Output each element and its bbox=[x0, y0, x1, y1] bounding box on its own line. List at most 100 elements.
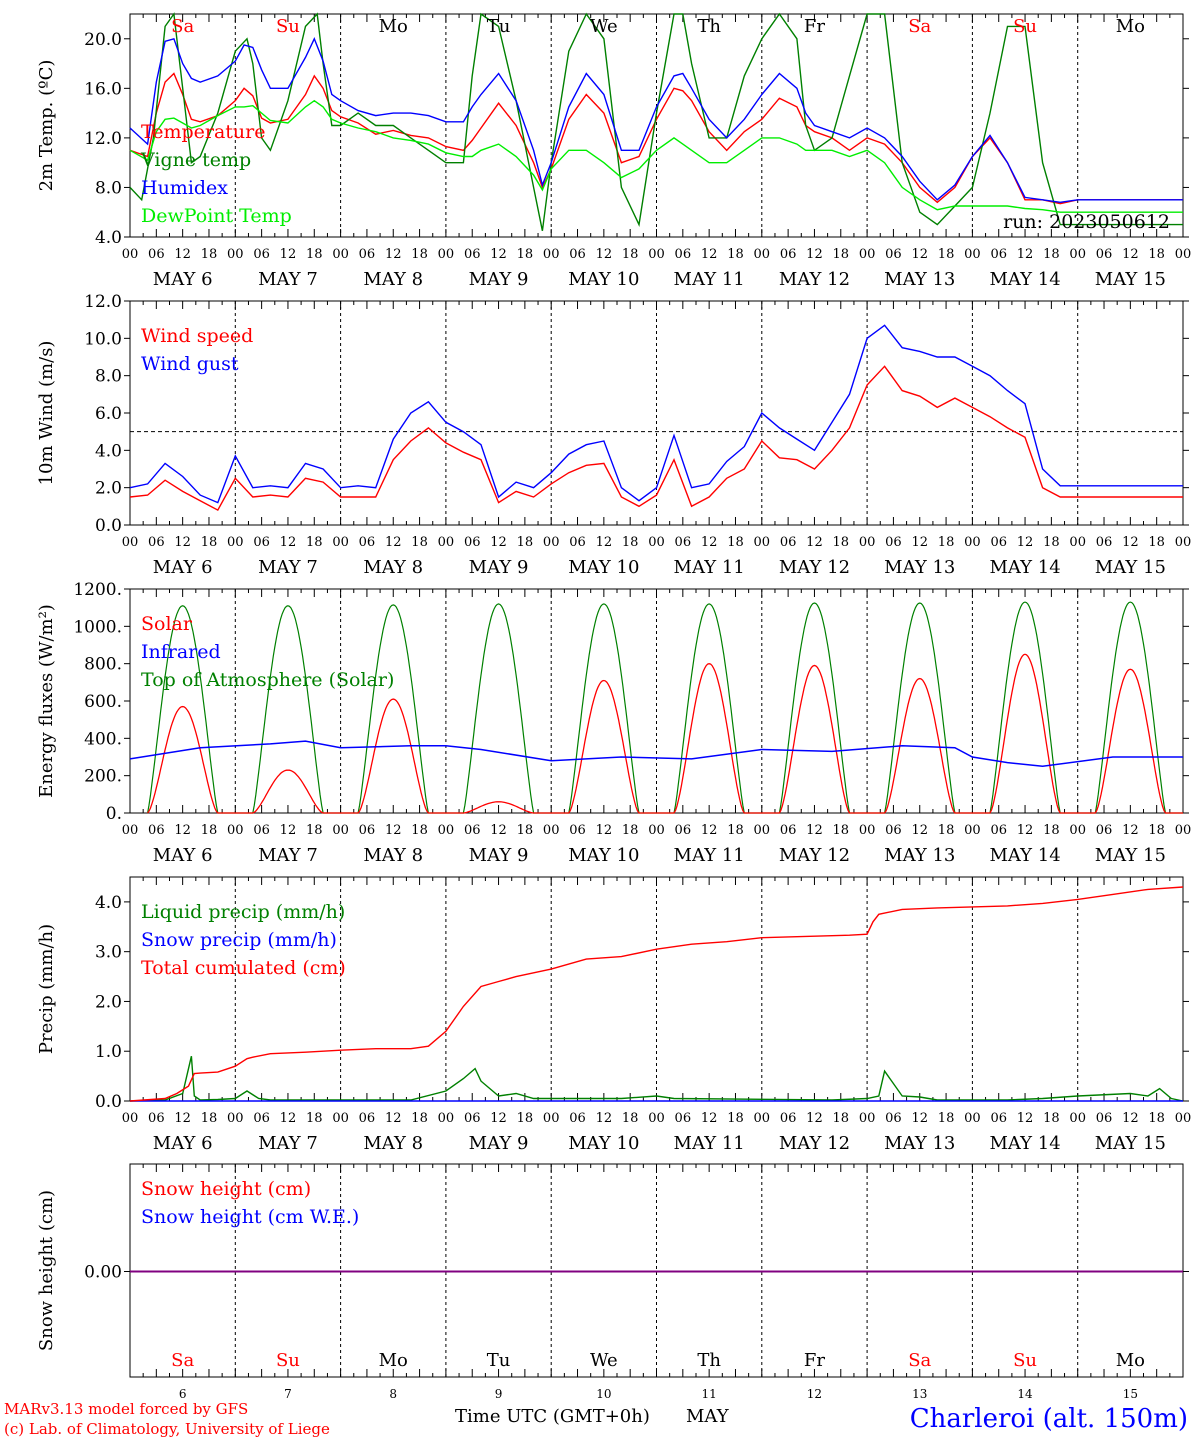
legend-entry: Humidex bbox=[141, 177, 228, 199]
hour-tick-label: 06 bbox=[780, 535, 797, 550]
series-line bbox=[129, 1056, 1184, 1102]
hour-tick-label: 00 bbox=[648, 247, 665, 262]
hour-tick-label: 06 bbox=[148, 247, 165, 262]
date-label: MAY 8 bbox=[363, 269, 423, 290]
hour-tick-label: 18 bbox=[938, 1111, 955, 1126]
hour-tick-label: 12 bbox=[174, 823, 191, 838]
day-label: Mo bbox=[1116, 1350, 1145, 1371]
day-number: 14 bbox=[1017, 1387, 1033, 1401]
day-label: Su bbox=[276, 16, 300, 37]
hour-tick-label: 00 bbox=[438, 1111, 455, 1126]
legend-entry: Snow height (cm W.E.) bbox=[141, 1206, 359, 1228]
hour-tick-label: 18 bbox=[833, 823, 850, 838]
hour-tick-label: 06 bbox=[148, 535, 165, 550]
hour-tick-label: 12 bbox=[490, 823, 507, 838]
hour-tick-label: 00 bbox=[648, 1111, 665, 1126]
hour-tick-label: 06 bbox=[464, 1111, 481, 1126]
hour-tick-label: 12 bbox=[701, 247, 718, 262]
hour-tick-label: 06 bbox=[1096, 1111, 1113, 1126]
date-label: MAY 11 bbox=[674, 845, 745, 866]
y-tick-label: 2.0 bbox=[95, 479, 122, 499]
hour-tick-label: 06 bbox=[990, 1111, 1007, 1126]
hour-tick-label: 12 bbox=[1122, 823, 1139, 838]
hour-tick-label: 06 bbox=[359, 1111, 376, 1126]
hour-tick-label: 06 bbox=[780, 823, 797, 838]
hour-tick-label: 00 bbox=[122, 823, 139, 838]
hour-tick-label: 06 bbox=[675, 247, 692, 262]
hour-tick-label: 12 bbox=[806, 1111, 823, 1126]
hour-tick-label: 00 bbox=[332, 1111, 349, 1126]
hour-tick-label: 18 bbox=[1043, 1111, 1060, 1126]
hour-tick-label: 18 bbox=[517, 535, 534, 550]
y-axis-label: Precip (mm/h) bbox=[36, 924, 57, 1054]
hour-tick-label: 12 bbox=[280, 823, 297, 838]
hour-tick-label: 18 bbox=[306, 247, 323, 262]
panel-snow: 0.00 Snow height (cm) Snow height (cm) Snow… bbox=[36, 1163, 1189, 1401]
hour-tick-label: 00 bbox=[964, 823, 981, 838]
date-label: MAY 10 bbox=[568, 1133, 639, 1154]
day-label: Tu bbox=[487, 16, 511, 37]
series-line bbox=[129, 12, 1183, 231]
hour-tick-label: 12 bbox=[911, 823, 928, 838]
hour-tick-label: 12 bbox=[280, 247, 297, 262]
legend-entry: Top of Atmosphere (Solar) bbox=[141, 669, 394, 691]
date-label: MAY 10 bbox=[568, 557, 639, 578]
hour-tick-label: 18 bbox=[1043, 823, 1060, 838]
hour-tick-label: 00 bbox=[543, 1111, 560, 1126]
y-tick-label: 0.0 bbox=[95, 1092, 122, 1112]
hour-tick-label: 18 bbox=[938, 535, 955, 550]
hour-tick-label: 18 bbox=[517, 1111, 534, 1126]
hour-tick-label: 12 bbox=[1122, 247, 1139, 262]
hour-tick-label: 06 bbox=[253, 1111, 270, 1126]
hour-tick-label: 00 bbox=[227, 1111, 244, 1126]
y-tick-label: 4.0 bbox=[95, 228, 122, 248]
hour-tick-label: 06 bbox=[1096, 823, 1113, 838]
hour-tick-label: 00 bbox=[1069, 823, 1086, 838]
hour-tick-label: 06 bbox=[359, 535, 376, 550]
hour-tick-label: 00 bbox=[122, 1111, 139, 1126]
hour-tick-label: 00 bbox=[122, 247, 139, 262]
hour-tick-label: 06 bbox=[464, 535, 481, 550]
y-tick-label: 400. bbox=[84, 729, 122, 749]
hour-tick-label: 00 bbox=[227, 535, 244, 550]
date-label: MAY 15 bbox=[1095, 557, 1166, 578]
hour-tick-label: 12 bbox=[1122, 535, 1139, 550]
hour-tick-label: 12 bbox=[596, 1111, 613, 1126]
hour-tick-label: 12 bbox=[1017, 247, 1034, 262]
panel-frame bbox=[129, 588, 1184, 814]
date-label: MAY 13 bbox=[884, 845, 955, 866]
hour-tick-label: 12 bbox=[701, 823, 718, 838]
hour-tick-label: 12 bbox=[174, 535, 191, 550]
legend-entry: Temperature bbox=[141, 121, 265, 143]
y-tick-label: 8.0 bbox=[95, 367, 122, 387]
date-label: MAY 9 bbox=[469, 1133, 529, 1154]
hour-tick-label: 00 bbox=[859, 535, 876, 550]
hour-tick-label: 18 bbox=[201, 823, 218, 838]
hour-tick-label: 00 bbox=[122, 535, 139, 550]
day-number: 15 bbox=[1123, 1387, 1138, 1401]
day-label: Th bbox=[697, 1350, 721, 1371]
day-label: Sa bbox=[908, 1350, 931, 1371]
hour-tick-label: 06 bbox=[780, 1111, 797, 1126]
hour-tick-label: 06 bbox=[148, 823, 165, 838]
y-tick-label: 0.00 bbox=[84, 1263, 122, 1283]
hour-tick-label: 12 bbox=[490, 535, 507, 550]
series-line bbox=[129, 365, 1183, 512]
hour-tick-label: 00 bbox=[543, 247, 560, 262]
day-label: Sa bbox=[171, 1350, 194, 1371]
hour-tick-label: 06 bbox=[253, 247, 270, 262]
run-label: run: 2023050612 bbox=[1003, 211, 1170, 233]
date-label: MAY 7 bbox=[258, 557, 318, 578]
hour-tick-label: 12 bbox=[385, 247, 402, 262]
hour-tick-label: 12 bbox=[280, 1111, 297, 1126]
hour-tick-label: 18 bbox=[727, 823, 744, 838]
day-label: Th bbox=[697, 16, 721, 37]
hour-tick-label: 06 bbox=[885, 535, 902, 550]
hour-tick-label: 12 bbox=[596, 535, 613, 550]
day-label: Mo bbox=[379, 16, 408, 37]
y-tick-label: 0.0 bbox=[95, 516, 122, 536]
legend-entry: DewPoint Temp bbox=[141, 205, 292, 227]
day-label: Fr bbox=[804, 16, 825, 37]
date-label: MAY 6 bbox=[153, 1133, 213, 1154]
hour-tick-label: 12 bbox=[1122, 1111, 1139, 1126]
